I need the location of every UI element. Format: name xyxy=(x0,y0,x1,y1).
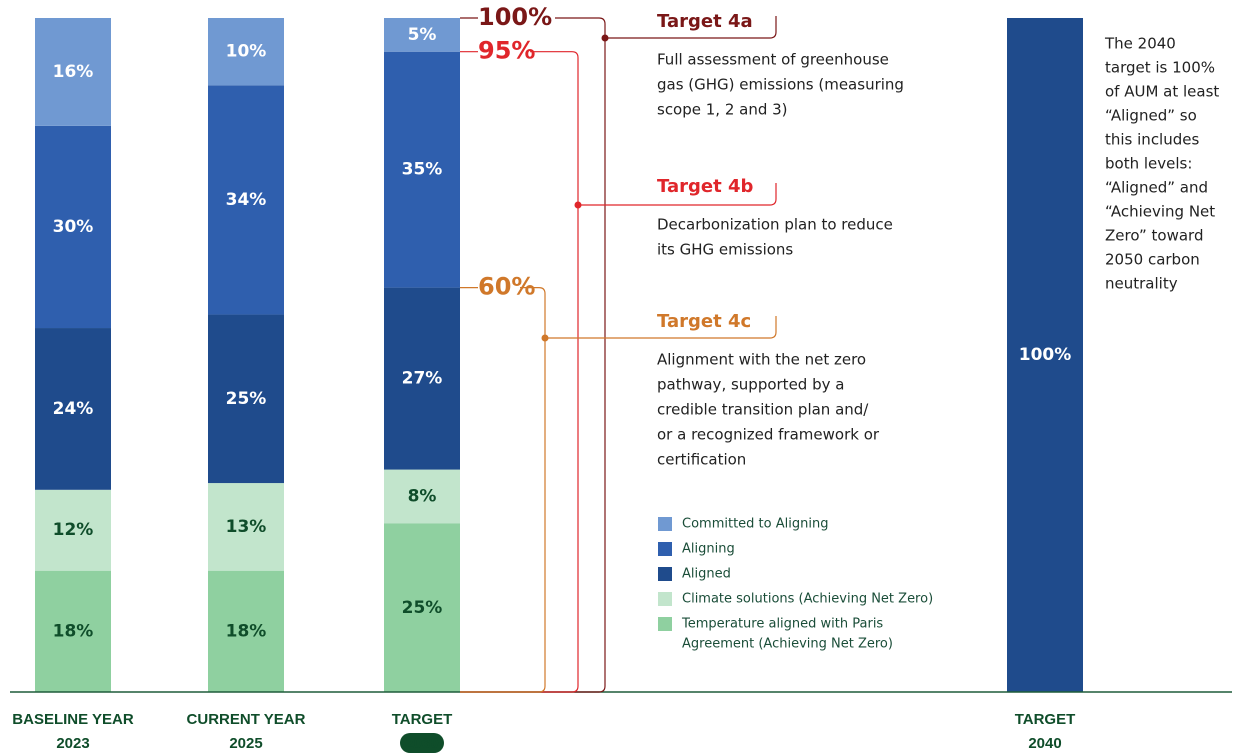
legend-label: Temperature aligned with Paris xyxy=(681,617,883,632)
x-tick-label: 2023 xyxy=(56,735,89,752)
target-label: 95% xyxy=(478,37,535,65)
x-tick-label: 2040 xyxy=(1028,735,1061,752)
x-tick-label: CURRENT YEAR xyxy=(187,711,306,728)
x-tick-label: 2025 xyxy=(229,735,262,752)
legend-swatch xyxy=(658,592,672,606)
bar-segment xyxy=(208,85,284,315)
target-text: Decarbonization plan to reduce xyxy=(657,216,893,234)
target-connector xyxy=(460,287,546,693)
target-text: Alignment with the net zero xyxy=(657,351,866,369)
target-text: gas (GHG) emissions (measuring xyxy=(657,76,904,94)
note-text: neutrality xyxy=(1105,275,1178,293)
legend-label: Aligned xyxy=(682,567,731,582)
target-text: scope 1, 2 and 3) xyxy=(657,101,788,119)
bar-segment xyxy=(35,328,111,490)
target-text: its GHG emissions xyxy=(657,241,793,259)
legend-label: Climate solutions (Achieving Net Zero) xyxy=(682,592,933,607)
bar-segment xyxy=(1007,18,1083,692)
legend-swatch xyxy=(658,617,672,631)
legend-label: Aligning xyxy=(682,542,735,557)
value-label: 27% xyxy=(402,369,443,389)
bar-segment xyxy=(384,287,460,470)
bar-segment xyxy=(384,469,460,524)
note-text: Zero” toward xyxy=(1105,227,1203,245)
bar-segment xyxy=(208,18,284,86)
note-text: this includes xyxy=(1105,131,1199,149)
value-label: 10% xyxy=(226,42,267,62)
target-title: Target 4c xyxy=(657,311,751,332)
value-label: 25% xyxy=(402,598,443,618)
note-text: “Achieving Net xyxy=(1105,203,1215,221)
target-title: Target 4b xyxy=(657,176,753,197)
value-label: 5% xyxy=(408,25,437,45)
value-label: 25% xyxy=(226,389,267,409)
value-label: 13% xyxy=(226,517,267,537)
target-leader xyxy=(605,16,777,39)
legend-label: Agreement (Achieving Net Zero) xyxy=(682,637,893,652)
value-label: 34% xyxy=(226,190,267,210)
target-connector xyxy=(460,51,579,693)
bar-segment xyxy=(208,314,284,484)
target-leader xyxy=(545,316,777,339)
note-text: both levels: xyxy=(1105,155,1192,173)
value-label: 18% xyxy=(226,621,267,641)
value-label: 16% xyxy=(53,62,94,82)
target-text: credible transition plan and/ xyxy=(657,401,869,419)
note-text: “Aligned” so xyxy=(1105,107,1197,125)
bar-segment xyxy=(208,570,284,692)
target-text: certification xyxy=(657,451,746,469)
target-connector xyxy=(460,17,606,693)
value-label: 24% xyxy=(53,399,94,419)
note-text: “Aligned” and xyxy=(1105,179,1208,197)
legend-swatch xyxy=(658,567,672,581)
target-leader xyxy=(578,183,777,206)
legend-swatch xyxy=(658,517,672,531)
year-pill xyxy=(400,733,444,753)
x-tick-label: TARGET xyxy=(392,711,453,728)
target-text: Full assessment of greenhouse xyxy=(657,51,889,69)
bar-segment xyxy=(384,51,460,288)
target-text: or a recognized framework or xyxy=(657,426,880,444)
bar-segment xyxy=(35,570,111,692)
note-text: The 2040 xyxy=(1104,35,1176,53)
legend-swatch xyxy=(658,542,672,556)
legend-label: Committed to Aligning xyxy=(682,517,828,532)
note-text: 2050 carbon xyxy=(1105,251,1200,269)
target-label: 60% xyxy=(478,273,535,301)
target-title: Target 4a xyxy=(657,11,753,32)
bar-segment xyxy=(208,483,284,571)
x-tick-label: TARGET xyxy=(1015,711,1076,728)
value-label: 35% xyxy=(402,160,443,180)
x-tick-label: 2030 xyxy=(405,735,438,752)
note-text: of AUM at least xyxy=(1105,83,1219,101)
note-text: target is 100% xyxy=(1105,59,1215,77)
bar-segment xyxy=(384,18,460,52)
value-label: 30% xyxy=(53,217,94,237)
bar-segment xyxy=(35,18,111,126)
value-label: 12% xyxy=(53,520,94,540)
x-tick-label: BASELINE YEAR xyxy=(12,711,134,728)
value-label: 18% xyxy=(53,621,94,641)
bar-segment xyxy=(384,523,460,692)
value-label: 100% xyxy=(1019,345,1072,365)
target-label: 100% xyxy=(478,3,552,31)
bar-segment xyxy=(35,125,111,329)
value-label: 8% xyxy=(408,487,437,507)
target-text: pathway, supported by a xyxy=(657,376,844,394)
bar-segment xyxy=(35,489,111,571)
